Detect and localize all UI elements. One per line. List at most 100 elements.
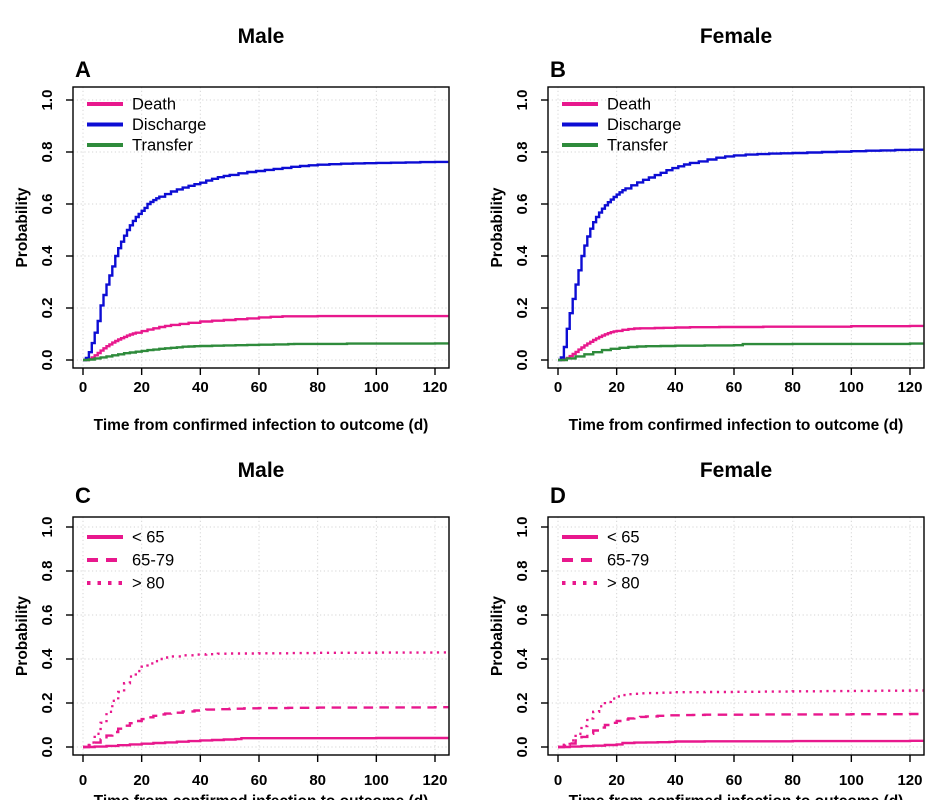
panel-D-legend: < 65 65-79 > 80 [562, 529, 649, 593]
panel-C-legend: < 65 65-79 > 80 [87, 529, 174, 593]
legend-label-discharge: Discharge [607, 116, 681, 134]
panel-C-curve-80 [83, 651, 449, 749]
legend-label-65: < 65 [607, 529, 640, 547]
panel-B-title: Female [700, 25, 772, 48]
panel-B-x-tick-label-20: 20 [608, 379, 625, 396]
panel-D-y-tick-label-0.2: 0.2 [514, 693, 531, 714]
panel-D-plot-box [547, 516, 925, 756]
panel-D-curve-80 [558, 689, 924, 749]
panel-A-ticks [66, 99, 436, 375]
panel-d-female-age-groups: 0 20 40 60 80 100 120 0.0 0.2 0.4 0.6 0.8 1.0 Female D… [475, 440, 950, 800]
panel-D-y-tick-label-0.4: 0.4 [514, 648, 531, 670]
panel-B-x-tick-label-60: 60 [726, 379, 743, 396]
panel-D-curves [558, 689, 924, 749]
legend-label-65-79: 65-79 [132, 552, 174, 570]
panel-C-y-tick-label-0.0: 0.0 [39, 737, 56, 758]
panel-A-y-tick-label-0.8: 0.8 [39, 142, 56, 163]
panel-A-y-tick-label-0.4: 0.4 [39, 245, 56, 267]
panel-C-y-axis-label: Probability [14, 596, 31, 676]
legend-label-transfer: Transfer [132, 137, 193, 155]
panel-B-curve-death [558, 324, 924, 362]
panel-A-y-tick-label-0.6: 0.6 [39, 194, 56, 215]
panel-A-legend: Death Discharge Transfer [87, 96, 206, 155]
panel-A-curve-transfer [83, 342, 449, 362]
panel-B-x-tick-label-40: 40 [667, 379, 684, 396]
panel-A-letter: A [75, 57, 91, 82]
panel-B-y-tick-label-0.8: 0.8 [514, 142, 531, 163]
panel-D-letter: D [550, 483, 566, 508]
panel-C-x-tick-label-60: 60 [251, 772, 268, 789]
panel-D-curve-65 [558, 739, 924, 749]
panel-D-title: Female [700, 459, 772, 482]
panel-C-x-tick-label-100: 100 [364, 772, 389, 789]
panel-A-x-tick-label-60: 60 [251, 379, 268, 396]
panel-C-curves [83, 651, 449, 749]
panel-B-y-tick-label-0.0: 0.0 [514, 350, 531, 371]
panel-C-x-axis-label: Time from confirmed infection to outcome… [94, 793, 429, 800]
panel-B-ticks [541, 99, 911, 375]
panel-A-x-tick-label-20: 20 [133, 379, 150, 396]
panel-A-x-tick-label-40: 40 [192, 379, 209, 396]
panel-B-x-tick-label-80: 80 [784, 379, 801, 396]
panel-C-letter: C [75, 483, 91, 508]
legend-label-transfer: Transfer [607, 137, 668, 155]
panel-B-legend: Death Discharge Transfer [562, 96, 681, 155]
panel-B-y-tick-label-0.6: 0.6 [514, 194, 531, 215]
panel-A-x-tick-label-100: 100 [364, 379, 389, 396]
panel-B-y-tick-label-0.2: 0.2 [514, 298, 531, 319]
panel-D-x-tick-label-0: 0 [554, 772, 562, 789]
panel-c-male-age-groups: 0 20 40 60 80 100 120 0.0 0.2 0.4 0.6 0.8 1.0 Male C Pr… [0, 440, 475, 800]
panel-A-x-tick-label-0: 0 [79, 379, 87, 396]
panel-C-grid [73, 517, 449, 755]
panel-B-curve-transfer [558, 342, 924, 362]
panel-D-y-axis-label: Probability [489, 596, 506, 676]
panel-B-x-axis-label: Time from confirmed infection to outcome… [569, 417, 904, 434]
panel-C-x-tick-label-40: 40 [192, 772, 209, 789]
panel-C-y-tick-label-1.0: 1.0 [39, 517, 56, 538]
legend-label-death: Death [607, 96, 651, 114]
panel-A-x-tick-label-120: 120 [422, 379, 447, 396]
panel-B-x-tick-label-100: 100 [839, 379, 864, 396]
legend-label-80: > 80 [132, 575, 165, 593]
panel-D-y-tick-label-0.0: 0.0 [514, 737, 531, 758]
panel-C-y-tick-label-0.6: 0.6 [39, 605, 56, 626]
panel-A-y-axis-label: Probability [14, 187, 31, 267]
panel-C-title: Male [238, 459, 285, 482]
panel-A-curves [83, 160, 449, 362]
panel-a-male-outcomes: 0 20 40 60 80 100 120 0.0 0.2 0.4 0.6 0.8 1.0 Male A Pr… [0, 0, 475, 440]
figure-row-bottom: 0 20 40 60 80 100 120 0.0 0.2 0.4 0.6 0.8 1.0 Male C Pr… [0, 440, 950, 800]
panel-C-y-tick-label-0.4: 0.4 [39, 648, 56, 670]
panel-A-x-tick-label-80: 80 [309, 379, 326, 396]
panel-C-curve-65-79 [83, 706, 449, 749]
panel-D-x-tick-label-100: 100 [839, 772, 864, 789]
panel-B-x-tick-label-120: 120 [897, 379, 922, 396]
panel-D-ticks [541, 526, 911, 762]
panel-D-grid [548, 517, 924, 755]
panel-C-y-tick-label-0.2: 0.2 [39, 693, 56, 714]
panel-B-y-axis-label: Probability [489, 187, 506, 267]
panel-D-curve-65-79 [558, 712, 924, 749]
panel-C-ticks [66, 526, 436, 762]
panel-B-curves [558, 148, 924, 362]
panel-D-x-tick-label-40: 40 [667, 772, 684, 789]
legend-label-discharge: Discharge [132, 116, 206, 134]
panel-A-y-tick-label-0.2: 0.2 [39, 298, 56, 319]
figure-row-top: 0 20 40 60 80 100 120 0.0 0.2 0.4 0.6 0.8 1.0 Male A Pr… [0, 0, 950, 440]
panel-B-y-tick-label-0.4: 0.4 [514, 245, 531, 267]
panel-D-y-tick-label-0.6: 0.6 [514, 605, 531, 626]
panel-B-letter: B [550, 57, 566, 82]
panel-B-x-tick-label-0: 0 [554, 379, 562, 396]
panel-B-y-tick-label-1.0: 1.0 [514, 90, 531, 111]
panel-B-plot-box [547, 86, 925, 369]
panel-C-x-tick-label-120: 120 [422, 772, 447, 789]
panel-A-plot-box [72, 86, 450, 369]
panel-b-female-outcomes: 0 20 40 60 80 100 120 0.0 0.2 0.4 0.6 0.8 1.0 Female B… [475, 0, 950, 440]
panel-D-x-tick-label-20: 20 [608, 772, 625, 789]
panel-C-x-tick-label-0: 0 [79, 772, 87, 789]
panel-A-curve-discharge [83, 160, 449, 362]
panel-C-curve-65 [83, 736, 449, 749]
panel-A-x-axis-label: Time from confirmed infection to outcome… [94, 417, 429, 434]
panel-C-x-tick-label-20: 20 [133, 772, 150, 789]
legend-label-death: Death [132, 96, 176, 114]
panel-C-plot-box [72, 516, 450, 756]
